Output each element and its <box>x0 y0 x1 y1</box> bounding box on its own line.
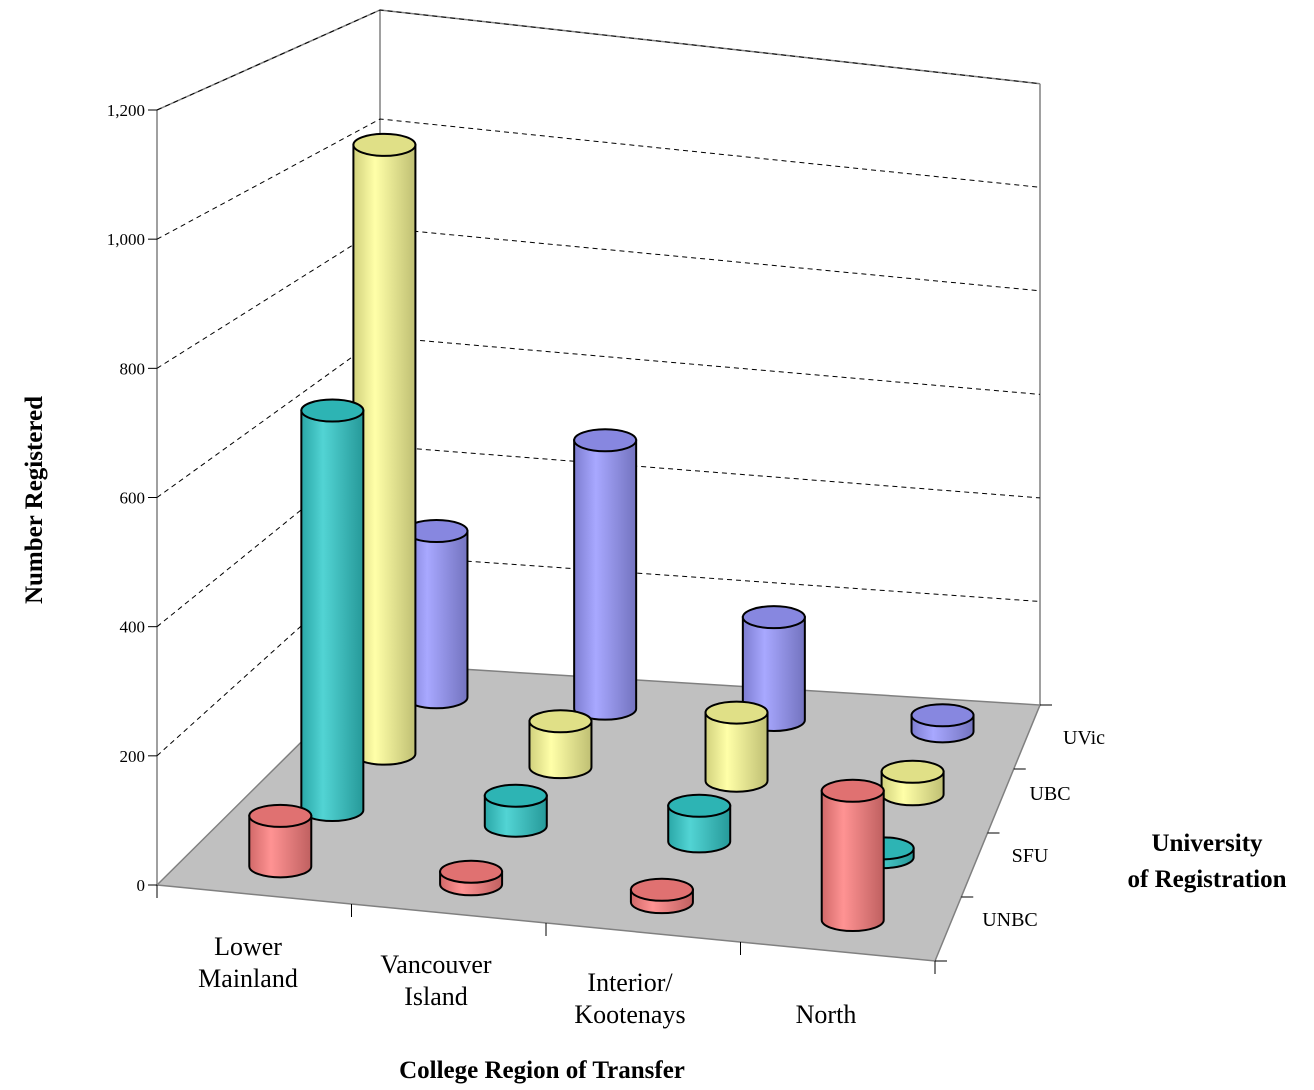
bar-sfu-1 <box>300 398 365 822</box>
bar-top <box>880 759 945 784</box>
y-tick-label: 1,200 <box>107 101 145 120</box>
x-category-label: Vancouver <box>380 950 492 979</box>
bar-uvic-2 <box>573 428 638 721</box>
bar-top <box>248 803 313 828</box>
bar-top <box>741 605 806 630</box>
x-category-label: Lower <box>214 932 282 961</box>
y-tick-label: 1,000 <box>107 230 145 249</box>
y-tick-label: 400 <box>120 618 146 637</box>
bar-top <box>910 703 975 728</box>
bar-body <box>248 814 313 879</box>
z-series-label: UNBC <box>982 909 1038 931</box>
bar-body <box>528 720 593 780</box>
bar-body <box>820 789 885 933</box>
bar-top <box>667 793 732 818</box>
bar-uvic-3 <box>741 605 806 732</box>
gridline <box>156 9 1041 111</box>
y-tick-label: 800 <box>120 359 146 378</box>
z-series-label: UBC <box>1029 783 1070 805</box>
bar-top <box>439 859 504 884</box>
bar-top <box>704 700 769 725</box>
bars <box>248 132 975 933</box>
z-axis-title: University <box>1151 830 1263 857</box>
bar-ubc-2 <box>528 709 593 780</box>
gridline <box>156 118 1041 240</box>
z-series-label: UVic <box>1063 727 1105 749</box>
bar-top <box>352 132 417 157</box>
axis-labels: 0 200 400 600 800 1,000 1,200 Lower Mainland Vanc… <box>21 101 1287 1084</box>
z-axis-title: of Registration <box>1128 866 1287 893</box>
bar-uvic-1 <box>404 519 469 710</box>
y-tick-label: 0 <box>137 876 146 895</box>
x-category-label: Kootenays <box>574 1000 685 1029</box>
bar-sfu-3 <box>667 793 732 854</box>
bar-ubc-4 <box>880 759 945 807</box>
bar-top <box>483 783 548 808</box>
bar-unbc-3 <box>629 877 694 915</box>
x-axis-title: College Region of Transfer <box>399 1057 685 1084</box>
y-tick-label: 200 <box>120 747 146 766</box>
bar-ubc-3 <box>704 700 769 793</box>
bar-uvic-4 <box>910 703 975 744</box>
bar-top <box>573 428 638 453</box>
bar-body <box>573 439 638 721</box>
x-category-label: North <box>796 1000 857 1029</box>
bar-body <box>704 711 769 793</box>
bar-unbc-2 <box>439 859 504 897</box>
bar-body <box>667 804 732 854</box>
bar-top <box>300 398 365 423</box>
bar-sfu-2 <box>483 783 548 838</box>
bar-top <box>820 778 885 803</box>
bar-unbc-1 <box>248 803 313 879</box>
bar-top <box>528 709 593 734</box>
bar-top <box>629 877 694 902</box>
x-category-label: Interior/ <box>587 968 673 997</box>
x-category-label: Island <box>404 982 468 1011</box>
y-axis-title: Number Registered <box>21 396 48 604</box>
y-tick-label: 600 <box>120 489 146 508</box>
bar-unbc-4 <box>820 778 885 933</box>
x-category-label: Mainland <box>198 964 298 993</box>
bar-body <box>300 409 365 822</box>
z-series-label: SFU <box>1012 845 1049 867</box>
gridline <box>156 227 1041 369</box>
